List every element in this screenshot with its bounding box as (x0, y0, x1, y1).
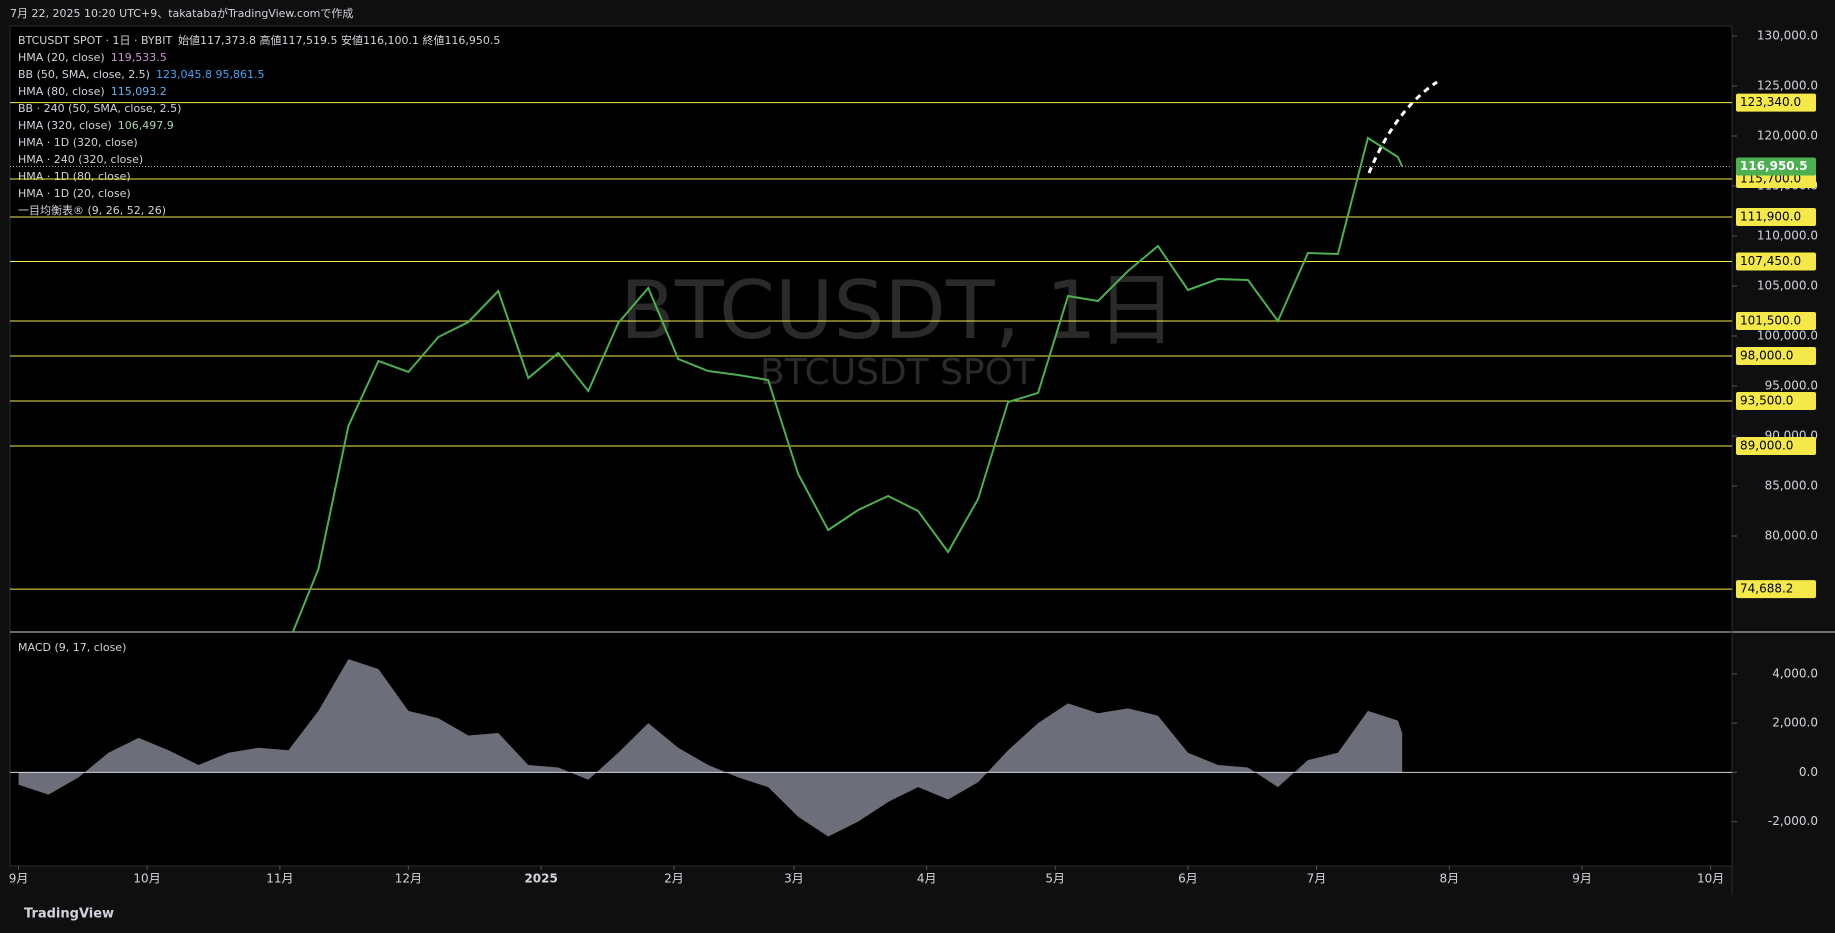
level-label: 123,340.0 (1740, 95, 1801, 109)
y-tick-label: 125,000.0 (1757, 79, 1818, 93)
x-tick-label: 5月 (1045, 872, 1065, 886)
x-tick-label: 12月 (395, 872, 422, 886)
footer: TradingView (24, 907, 114, 922)
x-tick-label: 3月 (784, 872, 804, 886)
x-tick-label: 10月 (1697, 872, 1724, 886)
level-label: 98,000.0 (1740, 349, 1793, 363)
projection-arrow (1367, 80, 1438, 174)
indicator-name: HMA (20, close) (18, 51, 105, 64)
indicator-name: HMA · 240 (320, close) (18, 153, 143, 166)
macd-tick-label: -2,000.0 (1768, 814, 1818, 828)
x-tick-label: 10月 (133, 872, 160, 886)
last-price-box (1736, 157, 1816, 176)
last-price-label: 116,950.5 (1740, 159, 1808, 173)
legend-symbol: BTCUSDT SPOT · 1日 · BYBIT (18, 34, 172, 47)
y-tick-label: 110,000.0 (1757, 229, 1818, 243)
indicator-name: 一目均衡表® (9, 26, 52, 26) (18, 203, 166, 217)
macd-area (18, 659, 1403, 837)
level-label-box (1736, 347, 1816, 365)
indicator-name: HMA (80, close) (18, 85, 105, 98)
y-tick-label: 100,000.0 (1757, 329, 1818, 343)
y-tick-label: 120,000.0 (1757, 129, 1818, 143)
x-tick-label: 8月 (1439, 872, 1459, 886)
y-tick-label: 130,000.0 (1757, 29, 1818, 43)
indicator-value: 123,045.8 95,861.5 (156, 68, 264, 81)
main-pane (10, 102, 1732, 632)
watermark-title: BTCUSDT, 1日 (620, 264, 1176, 357)
x-tick-label: 2025 (524, 872, 557, 886)
level-label-box (1736, 312, 1816, 330)
indicator-name: HMA · 1D (80, close) (18, 170, 131, 183)
level-label: 74,688.2 (1740, 582, 1793, 596)
level-label-box (1736, 252, 1816, 271)
x-tick-label: 11月 (266, 872, 293, 886)
macd-tick-label: 0.0 (1799, 765, 1818, 779)
x-tick-label: 6月 (1178, 872, 1198, 886)
y-tick-label: 80,000.0 (1765, 529, 1818, 543)
level-label-box (1736, 93, 1816, 112)
watermark-subtitle: BTCUSDT SPOT (760, 352, 1036, 393)
indicator-name: HMA · 1D (320, close) (18, 136, 138, 149)
level-label: 93,500.0 (1740, 394, 1793, 408)
y-tick-label: 95,000.0 (1765, 379, 1818, 393)
indicator-name: HMA · 1D (20, close) (18, 187, 131, 200)
macd-tick-label: 4,000.0 (1772, 666, 1818, 680)
legend-ohlc: 始値117,373.8 高値117,519.5 安値116,100.1 終値11… (178, 33, 500, 47)
x-tick-label: 7月 (1307, 872, 1327, 886)
indicator-name: BB (50, SMA, close, 2.5) (18, 68, 150, 81)
macd-title: MACD (9, 17, close) (18, 641, 126, 654)
price-line (291, 136, 1404, 632)
level-label-box (1736, 437, 1816, 455)
indicator-value: 106,497.9 (118, 119, 174, 132)
indicator-value: 119,533.5 (111, 51, 167, 64)
macd-tick-label: 2,000.0 (1772, 716, 1818, 730)
x-tick-label: 9月 (9, 872, 29, 886)
x-tick-label: 4月 (917, 872, 937, 886)
level-label-box (1736, 392, 1816, 410)
indicator-name: HMA (320, close) (18, 119, 112, 132)
level-label: 111,900.0 (1740, 210, 1801, 224)
level-label: 101,500.0 (1740, 314, 1801, 328)
x-tick-label: 2月 (664, 872, 684, 886)
macd-pane (10, 659, 1732, 837)
level-label: 107,450.0 (1740, 254, 1801, 268)
y-tick-label: 105,000.0 (1757, 279, 1818, 293)
indicator-value: 115,093.2 (111, 85, 167, 98)
header: 7月 22, 2025 10:20 UTC+9、takatabaがTrading… (10, 6, 353, 20)
level-label: 89,000.0 (1740, 439, 1793, 453)
indicator-name: BB · 240 (50, SMA, close, 2.5) (18, 102, 181, 115)
y-tick-label: 85,000.0 (1765, 479, 1818, 493)
level-label-box (1736, 208, 1816, 226)
level-label-box (1736, 580, 1816, 599)
x-tick-label: 9月 (1572, 872, 1592, 886)
